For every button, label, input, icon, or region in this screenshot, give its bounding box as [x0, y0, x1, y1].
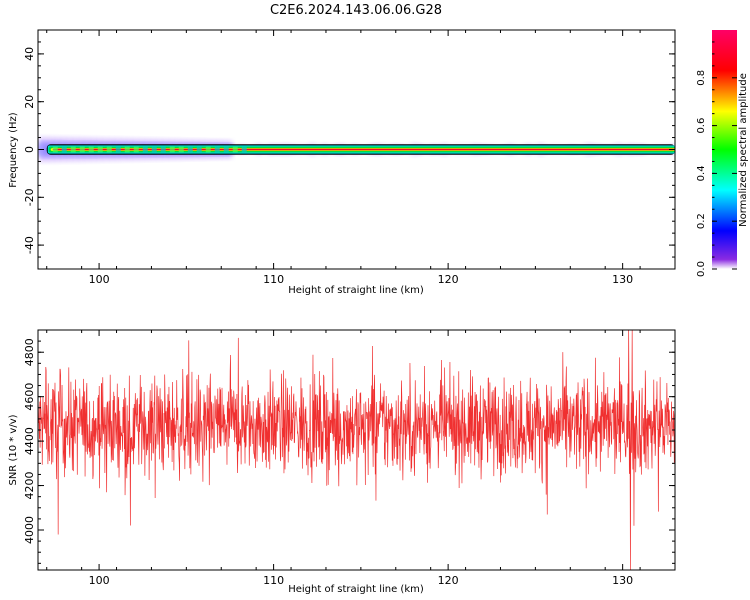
band-mottle	[232, 146, 238, 153]
band-mottle	[97, 146, 103, 153]
colorbar-tick-label: 0.2	[696, 213, 707, 229]
band-mottle	[142, 146, 148, 153]
snr-x-tick-label: 100	[89, 574, 110, 587]
colorbar-tick-label: 0.6	[696, 118, 707, 134]
band-mottle	[124, 146, 130, 153]
snr-plot-area	[38, 330, 675, 570]
spectrogram-y-axis-label: Frequency (Hz)	[8, 112, 19, 188]
snr-series-line	[38, 330, 675, 570]
band-mottle	[214, 146, 220, 153]
band-mottle	[196, 146, 202, 153]
spectrogram-y-tick-label: -40	[23, 236, 36, 254]
snr-y-ticks: 4000 4200 4400 4600 4800	[23, 329, 675, 564]
colorbar-tick-label: 0.0	[696, 261, 707, 277]
spectrogram-x-tick-label: 120	[438, 273, 459, 286]
snr-x-tick-label: 130	[612, 574, 633, 587]
chart-title: C2E6.2024.143.06.06.G28	[270, 3, 442, 18]
snr-frame	[37, 329, 676, 571]
snr-x-ticks: 100 110 120 130	[46, 330, 676, 587]
snr-y-tick-label: 4000	[23, 516, 36, 544]
spectrogram-y-tick-label: 0	[23, 146, 36, 153]
colorbar-label: Normalized spectral amplitude	[738, 73, 749, 227]
band-layer	[54, 149, 675, 150]
band-mottle	[241, 146, 247, 153]
band-mottle	[79, 146, 85, 153]
snr-x-tick-label: 120	[438, 574, 459, 587]
band-mottle	[61, 146, 67, 153]
band-mottle	[160, 146, 166, 153]
spectrogram-y-tick-label: -20	[23, 188, 36, 206]
colorbar-tick-label: 0.4	[696, 165, 707, 181]
spectrogram-x-axis-label: Height of straight line (km)	[288, 285, 424, 296]
colorbar-gradient	[712, 30, 737, 269]
band-mottle	[88, 146, 94, 153]
spectrogram-signal-band	[46, 144, 675, 155]
spectrogram-x-tick-label: 130	[612, 273, 633, 286]
snr-x-tick-label: 110	[263, 574, 284, 587]
spectrogram-plot-area	[38, 136, 675, 163]
band-mottle	[70, 146, 76, 153]
spectrogram-y-ticks: -40 -20 0 20 40	[23, 29, 675, 270]
snr-y-tick-label: 4800	[23, 338, 36, 366]
snr-panel: 100 110 120 130 4000 4200 4400 4600 4800 Height…	[8, 329, 676, 595]
band-mottle	[52, 146, 58, 153]
band-mottle	[187, 146, 193, 153]
band-mottle	[115, 146, 121, 153]
band-mottle	[205, 146, 211, 153]
colorbar: 0.0 0.2 0.4 0.6 0.8 Normalized spectral ampl…	[696, 30, 749, 277]
spectrogram-y-tick-label: 20	[23, 95, 36, 109]
colorbar-ticks: 0.0 0.2 0.4 0.6 0.8	[696, 41, 737, 277]
band-mottle	[106, 146, 112, 153]
spectrogram-x-ticks: 100 110 120 130	[46, 30, 676, 286]
spectrogram-x-tick-label: 100	[89, 273, 110, 286]
snr-y-tick-label: 4400	[23, 427, 36, 455]
band-mottle	[133, 146, 139, 153]
snr-y-tick-label: 4600	[23, 383, 36, 411]
band-mottle	[178, 146, 184, 153]
spectrogram-x-tick-label: 110	[263, 273, 284, 286]
band-mottle	[151, 146, 157, 153]
colorbar-tick-label: 0.8	[696, 70, 707, 86]
snr-y-tick-label: 4200	[23, 472, 36, 500]
spectrogram-y-tick-label: 40	[23, 47, 36, 61]
spectrogram-panel: 100 110 120 130 -40 -20 0 20 40 Height of strai…	[8, 29, 676, 296]
snr-y-axis-label: SNR (10 * v/v)	[8, 414, 19, 485]
band-mottle	[169, 146, 175, 153]
band-mottle	[223, 146, 229, 153]
snr-x-axis-label: Height of straight line (km)	[288, 584, 424, 595]
